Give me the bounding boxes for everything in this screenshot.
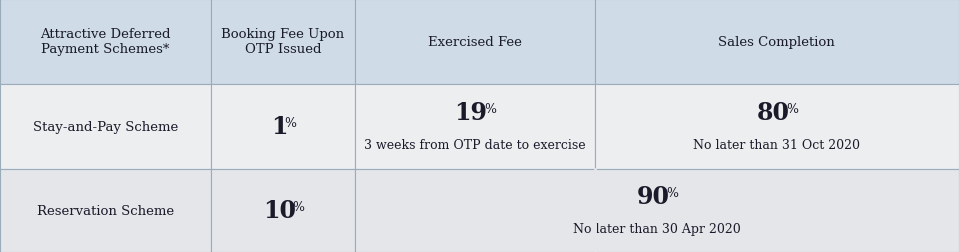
Text: %: % xyxy=(667,186,678,199)
Text: Stay-and-Pay Scheme: Stay-and-Pay Scheme xyxy=(33,120,178,133)
Text: %: % xyxy=(292,201,304,214)
Text: 80: 80 xyxy=(757,100,789,124)
Text: 1: 1 xyxy=(270,115,288,139)
Bar xyxy=(355,84,595,169)
Text: Sales Completion: Sales Completion xyxy=(718,36,835,49)
Bar xyxy=(0,0,211,84)
Bar xyxy=(355,0,595,84)
Text: No later than 30 Apr 2020: No later than 30 Apr 2020 xyxy=(573,222,740,235)
Text: Attractive Deferred
Payment Schemes*: Attractive Deferred Payment Schemes* xyxy=(40,28,171,56)
Text: 10: 10 xyxy=(263,199,295,222)
Bar xyxy=(211,169,355,252)
Text: 90: 90 xyxy=(637,184,669,208)
Bar xyxy=(595,169,959,252)
Bar xyxy=(211,84,355,169)
Text: %: % xyxy=(786,103,798,115)
Text: 19: 19 xyxy=(455,100,487,124)
Text: 3 weeks from OTP date to exercise: 3 weeks from OTP date to exercise xyxy=(363,139,586,152)
Bar xyxy=(595,0,959,84)
Text: %: % xyxy=(285,117,296,130)
Bar xyxy=(211,0,355,84)
Text: Exercised Fee: Exercised Fee xyxy=(428,36,522,49)
Bar xyxy=(0,84,211,169)
Text: %: % xyxy=(484,103,496,115)
Bar xyxy=(355,169,595,252)
Text: Booking Fee Upon
OTP Issued: Booking Fee Upon OTP Issued xyxy=(222,28,344,56)
Text: No later than 31 Oct 2020: No later than 31 Oct 2020 xyxy=(693,139,860,152)
Text: Reservation Scheme: Reservation Scheme xyxy=(37,204,174,217)
Bar xyxy=(0,169,211,252)
Bar xyxy=(595,84,959,169)
